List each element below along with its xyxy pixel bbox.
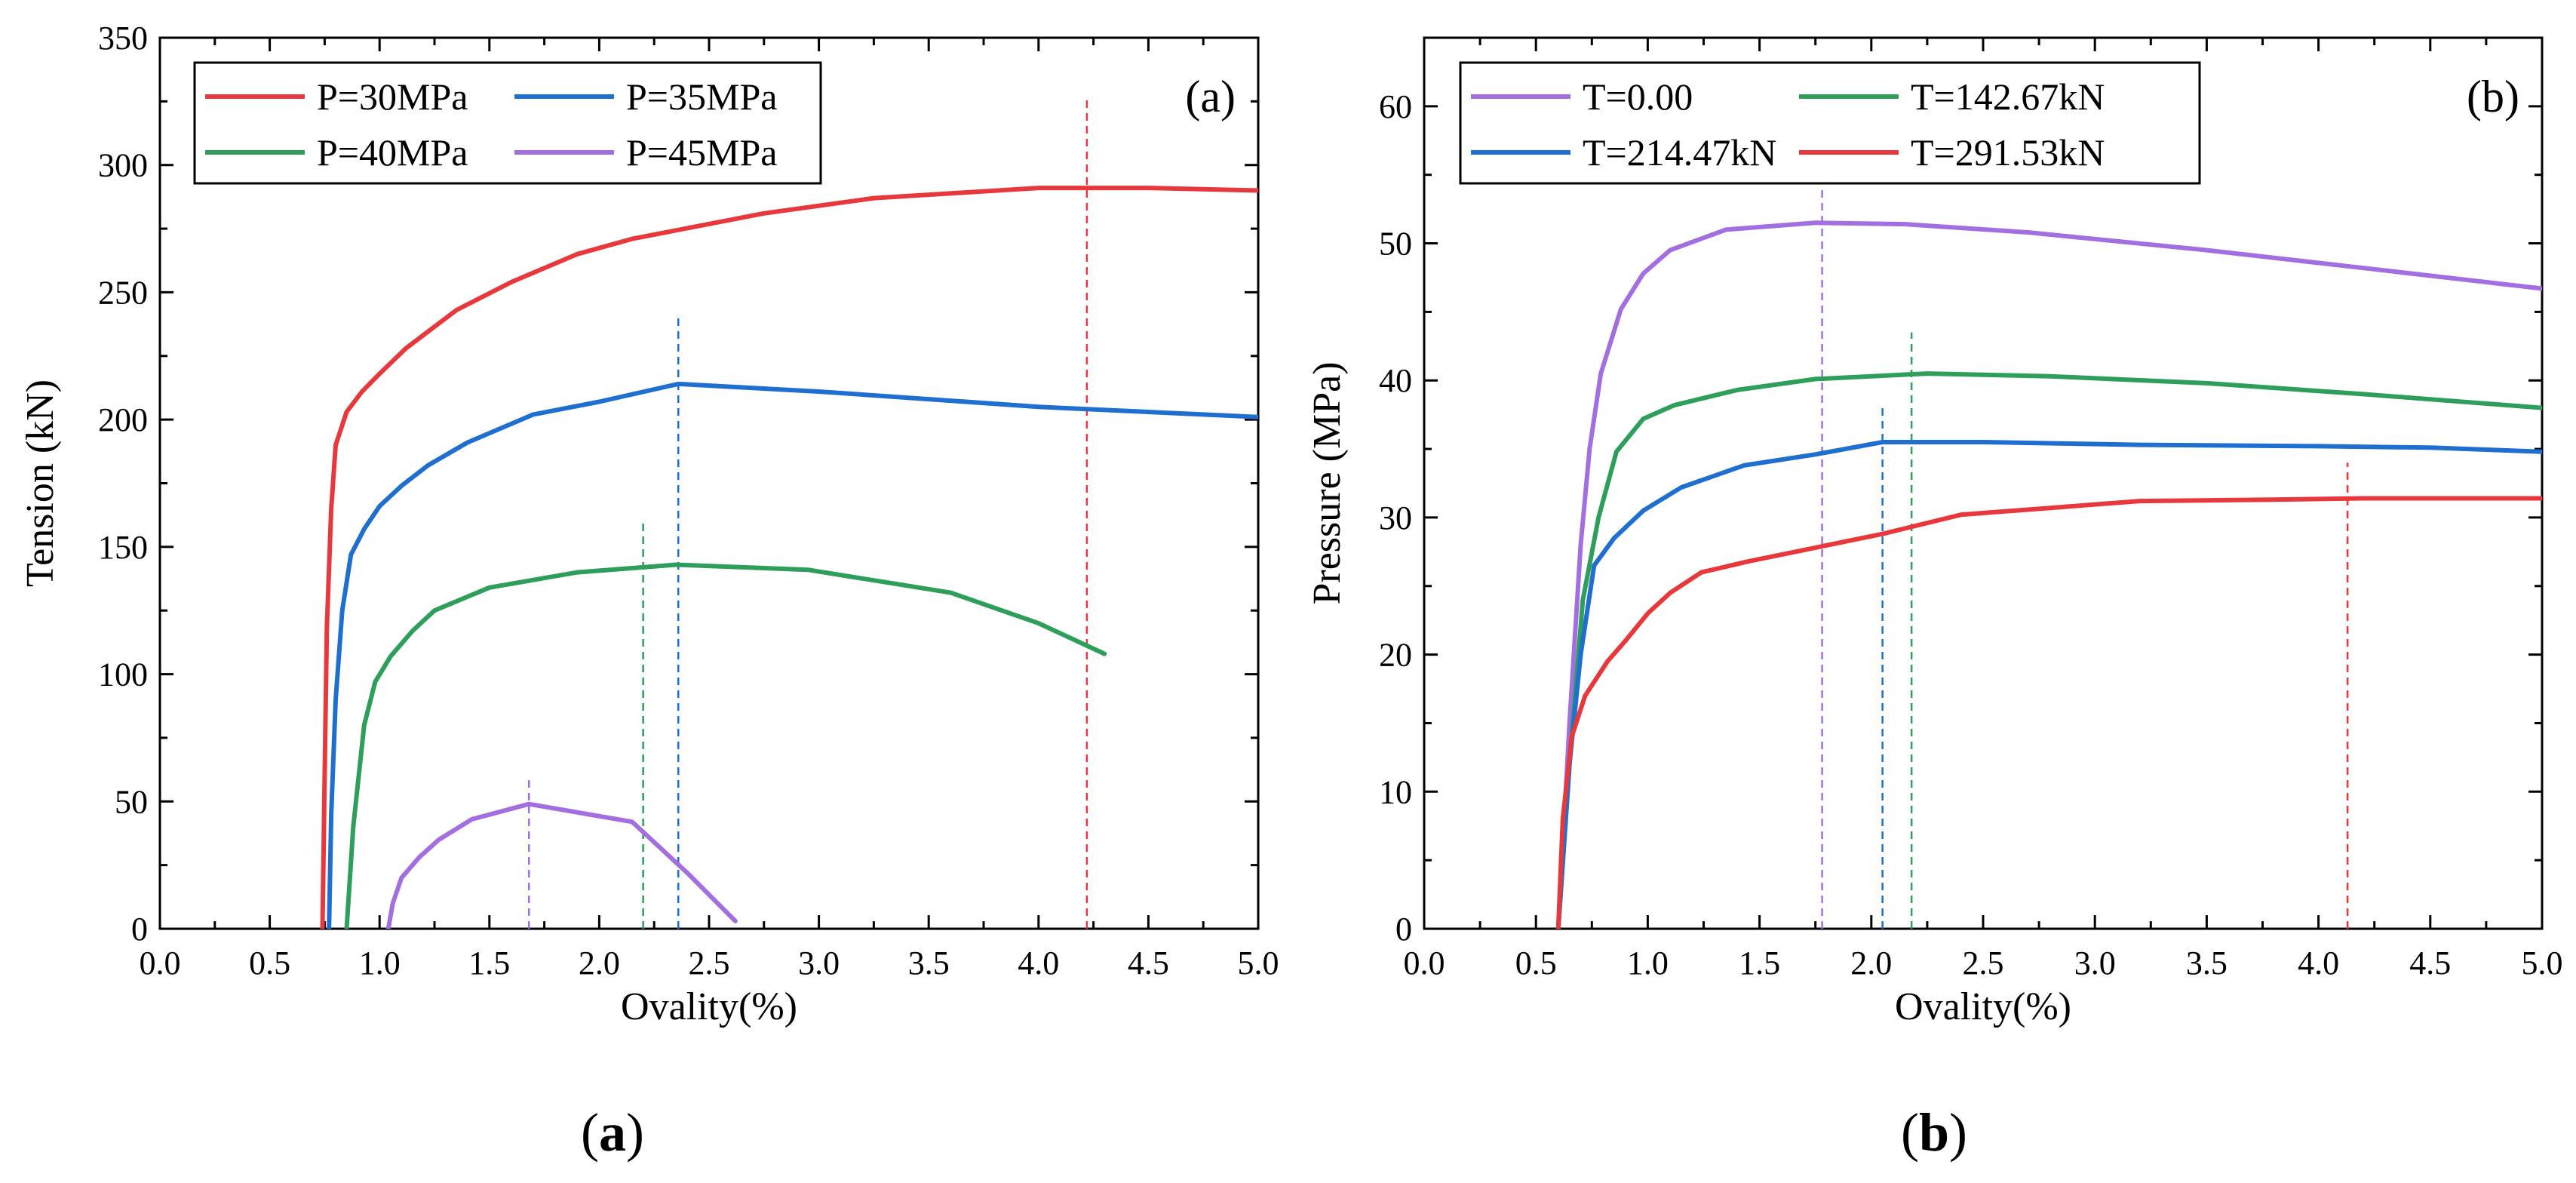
legend: T=0.00 T=142.67kN T=214.47kN T=291.53kN bbox=[1459, 61, 2201, 185]
y-tick-label: 30 bbox=[1379, 499, 1412, 536]
series-line-p-40mpa bbox=[344, 562, 1107, 929]
x-tick-label: 2.5 bbox=[689, 945, 730, 982]
x-tick-label: 5.0 bbox=[1238, 945, 1279, 982]
legend-frame bbox=[1459, 61, 2201, 185]
y-tick-label: 0 bbox=[131, 911, 148, 948]
y-tick-label: 100 bbox=[98, 656, 148, 693]
x-tick-label: 1.5 bbox=[468, 945, 510, 982]
legend-entry: T=142.67kN bbox=[1911, 75, 2105, 118]
x-tick-label: 3.5 bbox=[2186, 945, 2228, 982]
x-tick-label: 0.5 bbox=[1515, 945, 1557, 982]
legend-entry: P=35MPa bbox=[626, 75, 777, 118]
y-tick-label: 250 bbox=[98, 274, 148, 311]
x-tick-label: 4.5 bbox=[1128, 945, 1169, 982]
legend-entry: P=40MPa bbox=[317, 131, 468, 174]
y-tick-label: 0 bbox=[1395, 911, 1412, 948]
x-tick-label: 5.0 bbox=[2522, 945, 2563, 982]
x-tick-label: 2.0 bbox=[1850, 945, 1892, 982]
legend: P=30MPa P=35MPa P=40MPa P=45MPa bbox=[193, 61, 822, 185]
x-tick-label: 1.5 bbox=[1739, 945, 1780, 982]
y-axis-title: Pressure (MPa) bbox=[1306, 361, 1349, 604]
x-tick-label: 3.5 bbox=[908, 945, 950, 982]
x-tick-label: 0.5 bbox=[249, 945, 290, 982]
panel-b: 0.0 0.5 1.0 1.5 2.0 2.5 3.0 3.5 4.0 4.5 5.0 0 10 20 30… bbox=[1306, 36, 2563, 1028]
caption-a-letter: a bbox=[598, 1102, 626, 1163]
series-line-p-35mpa bbox=[327, 381, 1258, 929]
x-tick-label: 3.0 bbox=[798, 945, 840, 982]
caption-b: (b) bbox=[1901, 1102, 1967, 1164]
legend-entry: T=291.53kN bbox=[1911, 131, 2105, 174]
y-tick-label: 10 bbox=[1379, 773, 1412, 810]
y-tick-label: 300 bbox=[98, 147, 148, 184]
caption-a-open: ( bbox=[581, 1102, 599, 1163]
x-tick-label: 1.0 bbox=[359, 945, 401, 982]
legend-entry: P=30MPa bbox=[317, 75, 468, 118]
panel-label: (a) bbox=[1185, 72, 1236, 121]
y-tick-label: 150 bbox=[98, 529, 148, 566]
series-line-p-30mpa bbox=[320, 186, 1258, 929]
x-tick-label: 1.0 bbox=[1627, 945, 1669, 982]
legend-entry: T=0.00 bbox=[1583, 75, 1693, 118]
caption-a: (a) bbox=[581, 1102, 644, 1164]
y-tick-label: 200 bbox=[98, 401, 148, 438]
series-line-p-45mpa bbox=[385, 801, 738, 929]
x-axis-title: Ovality(%) bbox=[1895, 985, 2071, 1028]
y-tick-label: 60 bbox=[1379, 88, 1412, 125]
legend-entry: P=45MPa bbox=[626, 131, 777, 174]
y-tick-label: 50 bbox=[115, 783, 148, 820]
series-line-t-214-47kn bbox=[1555, 440, 2542, 929]
x-tick-label: 4.0 bbox=[1018, 945, 1059, 982]
panel-label: (b) bbox=[2467, 72, 2519, 121]
x-tick-label: 4.5 bbox=[2409, 945, 2451, 982]
y-tick-label: 350 bbox=[98, 20, 148, 57]
x-tick-label: 0.0 bbox=[1404, 945, 1445, 982]
y-tick-label: 50 bbox=[1379, 226, 1412, 263]
series-line-t-0-00 bbox=[1555, 220, 2542, 929]
x-tick-label: 4.0 bbox=[2298, 945, 2339, 982]
caption-b-letter: b bbox=[1918, 1102, 1950, 1163]
series-group bbox=[320, 186, 1258, 929]
series-group bbox=[1555, 220, 2542, 929]
caption-b-open: ( bbox=[1901, 1102, 1919, 1163]
series-line-t-291-53kn bbox=[1555, 496, 2542, 929]
x-tick-label: 2.0 bbox=[579, 945, 620, 982]
legend-frame bbox=[193, 61, 822, 185]
x-axis-title: Ovality(%) bbox=[621, 985, 797, 1028]
panel-a: 0.0 0.5 1.0 1.5 2.0 2.5 3.0 3.5 4.0 4.5 5.0 0 50 100 1… bbox=[19, 20, 1279, 1028]
caption-a-close: ) bbox=[625, 1102, 644, 1163]
x-tick-label: 2.5 bbox=[1963, 945, 2004, 982]
legend-entry: T=214.47kN bbox=[1583, 131, 1776, 174]
x-tick-label: 0.0 bbox=[140, 945, 181, 982]
y-axis-title: Tension (kN) bbox=[19, 379, 62, 587]
x-tick-label: 3.0 bbox=[2074, 945, 2116, 982]
series-line-t-142-67kn bbox=[1555, 371, 2542, 929]
y-tick-label: 40 bbox=[1379, 362, 1412, 399]
caption-b-close: ) bbox=[1949, 1102, 1968, 1163]
y-tick-label: 20 bbox=[1379, 637, 1412, 674]
